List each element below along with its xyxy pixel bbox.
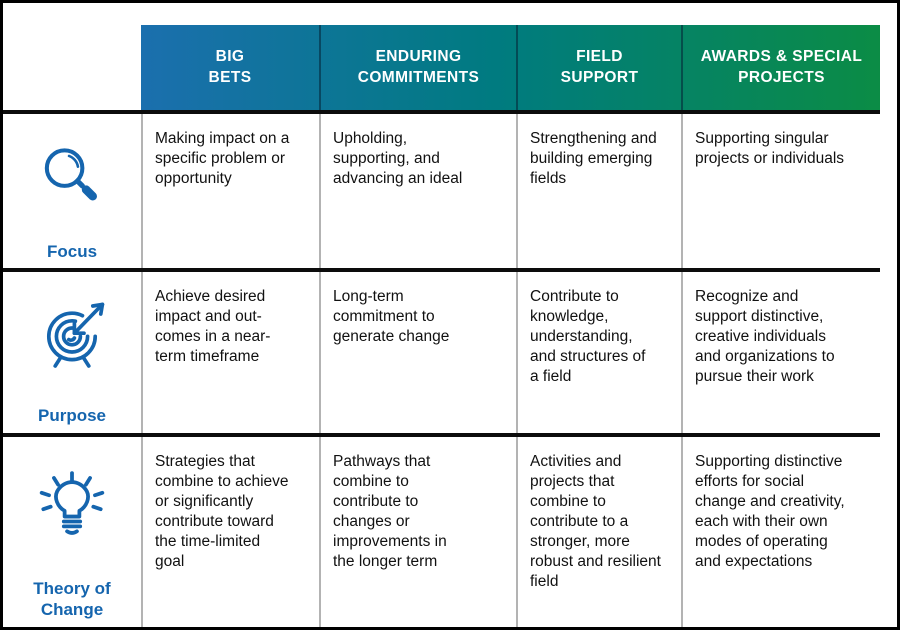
- table-body: Focus Making impact on a specific proble…: [3, 110, 880, 628]
- cell-theory-big-bets: Strategies that combine to achieve or si…: [141, 436, 319, 627]
- cell-focus-awards-special-projects: Supporting singular projects or individu…: [681, 114, 880, 269]
- header-band: BIG BETS ENDURING COMMITMENTS FIELD SUPP…: [141, 25, 880, 110]
- cell-focus-field-support: Strengthening and building emerging fiel…: [516, 114, 681, 269]
- column-header-awards-special-projects: AWARDS & SPECIAL PROJECTS: [681, 25, 880, 110]
- lightbulb-icon: [31, 449, 113, 571]
- cell-focus-big-bets: Making impact on a specific problem or o…: [141, 114, 319, 269]
- row-label: Theory of Change: [33, 578, 111, 619]
- header-spacer: [3, 25, 141, 110]
- row-header-purpose: Purpose: [3, 272, 141, 432]
- cell-purpose-field-support: Contribute to knowledge, understanding, …: [516, 272, 681, 433]
- row-header-focus: Focus: [3, 114, 141, 268]
- header-row: BIG BETS ENDURING COMMITMENTS FIELD SUPP…: [3, 25, 897, 110]
- target-arrow-icon: [32, 278, 112, 398]
- cell-theory-awards-special-projects: Supporting distinctive efforts for socia…: [681, 436, 880, 627]
- row-label: Focus: [46, 242, 98, 261]
- magnifier-icon: [35, 120, 109, 234]
- cell-theory-enduring-commitments: Pathways that combine to contribute to c…: [319, 436, 516, 627]
- cell-theory-field-support: Activities and projects that combine to …: [516, 436, 681, 627]
- table-row-purpose: Purpose Achieve desired impact and out- …: [3, 268, 880, 433]
- row-header-theory-of-change: Theory of Change: [3, 437, 141, 628]
- column-header-big-bets: BIG BETS: [208, 47, 252, 86]
- cell-purpose-enduring-commitments: Long-term commitment to generate change: [319, 272, 516, 433]
- table-row-theory-of-change: Theory of Change Strategies that combine…: [3, 432, 880, 628]
- cell-focus-enduring-commitments: Upholding, supporting, and advancing an …: [319, 114, 516, 269]
- row-label: Purpose: [37, 406, 107, 426]
- table-row-focus: Focus Making impact on a specific proble…: [3, 110, 880, 269]
- column-header-enduring-commitments: ENDURING COMMITMENTS: [319, 25, 516, 110]
- column-header-field-support: FIELD SUPPORT: [516, 25, 681, 110]
- cell-purpose-awards-special-projects: Recognize and support distinctive, creat…: [681, 272, 880, 433]
- cell-purpose-big-bets: Achieve desired impact and out- comes in…: [141, 272, 319, 433]
